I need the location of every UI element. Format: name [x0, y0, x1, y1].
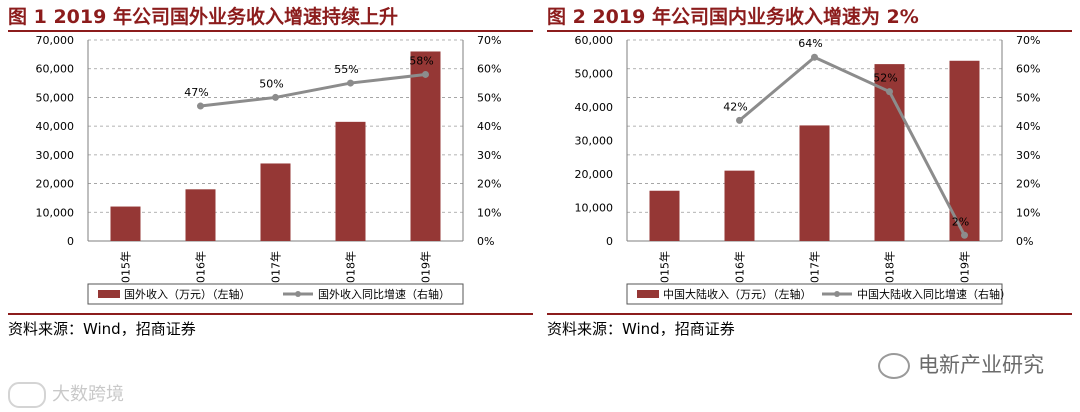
- y-left-tick-label: 50,000: [575, 68, 614, 81]
- legend-line-marker: [834, 291, 840, 297]
- y-left-tick-label: 60,000: [36, 63, 75, 76]
- figure-title: 图 2 2019 年公司国内业务收入增速为 2%: [547, 6, 919, 28]
- legend-bar-swatch: [98, 290, 120, 298]
- bar: [949, 60, 980, 241]
- legend-line-label: 国外收入同比增速（右轴）: [318, 287, 450, 301]
- legend-bar-label: 国外收入（万元）（左轴）: [124, 287, 251, 301]
- y-right-tick-label: 60%: [477, 63, 501, 76]
- data-label: 2%: [952, 215, 969, 228]
- title-rule: [8, 30, 533, 32]
- legend-bar-swatch: [637, 290, 659, 298]
- line-point: [736, 116, 743, 124]
- bar: [799, 125, 830, 241]
- series-line: [200, 72, 426, 108]
- y-right-tick-label: 20%: [1016, 178, 1040, 191]
- x-tick-label: 2016年: [733, 251, 747, 290]
- y-left-tick-label: 0: [606, 235, 613, 248]
- data-label: 50%: [259, 77, 283, 90]
- data-label: 52%: [873, 72, 897, 85]
- y-right-tick-label: 50%: [477, 91, 501, 104]
- y-left-tick-label: 10,000: [36, 206, 75, 219]
- line-point: [961, 231, 968, 239]
- y-left-tick-label: 10,000: [575, 202, 614, 215]
- y-right-tick-label: 0%: [1016, 235, 1033, 248]
- x-tick-label: 2016年: [194, 251, 208, 290]
- y-right-tick-label: 50%: [1016, 91, 1040, 104]
- wechat-watermark: 电新产业研究: [878, 349, 1044, 379]
- brand-logo-icon: [8, 382, 46, 408]
- legend-box: [626, 283, 1003, 305]
- x-tick-label: 2018年: [344, 251, 358, 290]
- source-note: 资料来源：Wind，招商证券: [8, 320, 196, 338]
- data-label: 42%: [723, 100, 747, 113]
- bar: [185, 189, 216, 241]
- bottom-rule: [547, 313, 1072, 315]
- chart-figure-2: 0 10,000 20,000 30,000 40,000 50,000 60,000 0% 1…: [575, 34, 1040, 305]
- y-right-tick-label: 10%: [1016, 206, 1040, 219]
- y-right-tick-label: 0%: [477, 235, 494, 248]
- title-rule: [547, 30, 1072, 32]
- x-tick-label: 2015年: [119, 251, 133, 290]
- y-left-tick-label: 30,000: [36, 149, 75, 162]
- series-line: [738, 55, 966, 236]
- y-right-tick-label: 70%: [477, 34, 501, 47]
- bar: [410, 51, 441, 241]
- x-tick-label: 2017年: [808, 251, 822, 290]
- y-right-tick-label: 40%: [1016, 120, 1040, 133]
- x-tick-label: 2018年: [883, 251, 897, 290]
- figure-2-panel: 图 2 2019 年公司国内业务收入增速为 2% 0 10,000 20,000 30…: [547, 0, 1072, 345]
- y-left-tick-label: 40,000: [36, 120, 75, 133]
- y-left-tick-label: 50,000: [36, 91, 75, 104]
- y-left-tick-label: 30,000: [575, 135, 614, 148]
- y-right-tick-label: 30%: [1016, 149, 1040, 162]
- y-left-tick-label: 40,000: [575, 101, 614, 114]
- data-label: 55%: [334, 63, 358, 76]
- data-label: 64%: [798, 37, 822, 50]
- chart-figure-1: 0 10,000 20,000 30,000 40,000 50,000 60,000 70,…: [36, 34, 501, 305]
- source-note: 资料来源：Wind，招商证券: [547, 320, 735, 338]
- y-left-tick-label: 0: [67, 235, 74, 248]
- y-right-tick-label: 20%: [477, 178, 501, 191]
- data-label: 58%: [409, 54, 433, 67]
- x-tick-label: 2015年: [658, 251, 672, 290]
- bar: [110, 206, 141, 241]
- line-point: [811, 53, 818, 61]
- y-right-tick-label: 40%: [477, 120, 501, 133]
- bottom-rule: [8, 313, 533, 315]
- bar: [649, 190, 680, 241]
- y-right-tick-label: 60%: [1016, 63, 1040, 76]
- legend-line-label: 中国大陆收入同比增速（右轴）: [857, 287, 1011, 301]
- y-left-tick-label: 70,000: [36, 34, 75, 47]
- legend-line-marker: [295, 291, 301, 297]
- watermark-text: 大数跨境: [52, 384, 124, 405]
- corner-watermark: 大数跨境: [8, 380, 124, 408]
- figure-1-panel: 图 1 2019 年公司国外业务收入增速持续上升 0 10,000 20,000 30…: [8, 0, 533, 345]
- bar: [724, 170, 755, 241]
- figure-title: 图 1 2019 年公司国外业务收入增速持续上升: [8, 6, 398, 28]
- watermark-text: 电新产业研究: [918, 353, 1044, 377]
- y-left-tick-label: 20,000: [36, 178, 75, 191]
- wechat-icon: [878, 353, 910, 379]
- line-point: [886, 88, 893, 96]
- x-tick-label: 2017年: [269, 251, 283, 290]
- data-label: 47%: [184, 86, 208, 99]
- legend-box: [87, 283, 464, 305]
- y-right-tick-label: 70%: [1016, 34, 1040, 47]
- line-point: [272, 93, 279, 101]
- y-left-tick-label: 20,000: [575, 168, 614, 181]
- bar: [260, 163, 291, 241]
- y-right-tick-label: 30%: [477, 149, 501, 162]
- y-left-tick-label: 60,000: [575, 34, 614, 47]
- x-tick-label: 2019年: [958, 251, 972, 290]
- legend-bar-label: 中国大陆收入（万元）（左轴）: [663, 287, 812, 301]
- bar: [335, 121, 366, 241]
- line-point: [422, 70, 429, 78]
- x-tick-label: 2019年: [419, 251, 433, 290]
- line-point: [347, 79, 354, 87]
- line-point: [197, 102, 204, 110]
- y-right-tick-label: 10%: [477, 206, 501, 219]
